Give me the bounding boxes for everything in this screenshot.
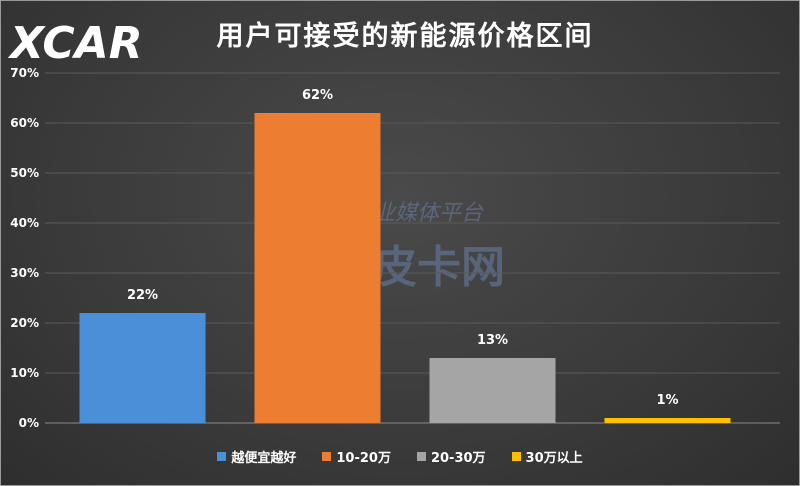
legend-swatch bbox=[322, 452, 332, 461]
bar-0 bbox=[79, 313, 206, 423]
legend-label: 越便宜越好 bbox=[231, 451, 297, 466]
legend-swatch bbox=[217, 452, 227, 461]
y-tick-label: 70% bbox=[10, 66, 39, 80]
y-tick-label: 60% bbox=[10, 116, 39, 130]
y-axis-ticks: 0% 10% 20% 30% 40% 50% 60% 70% bbox=[10, 66, 39, 430]
chart-title: 用户可接受的新能源价格区间 bbox=[216, 21, 594, 52]
legend-item-3: 30万以上 bbox=[511, 447, 583, 466]
logo-x: XCAR bbox=[8, 18, 143, 68]
y-tick-label: 20% bbox=[10, 316, 39, 330]
legend-swatch bbox=[511, 452, 521, 461]
data-label-2: 13% bbox=[477, 333, 508, 348]
data-label-0: 22% bbox=[127, 288, 158, 303]
legend-label: 20-30万 bbox=[430, 451, 486, 466]
bars bbox=[79, 113, 731, 423]
y-tick-label: 30% bbox=[10, 266, 39, 280]
data-label-3: 1% bbox=[656, 393, 678, 408]
data-labels: 22% 62% 13% 1% bbox=[127, 88, 679, 408]
bar-1 bbox=[254, 113, 381, 423]
xcar-logo: XCAR bbox=[8, 18, 143, 68]
legend-item-0: 越便宜越好 bbox=[217, 447, 296, 466]
y-tick-label: 10% bbox=[10, 366, 39, 380]
bar-3 bbox=[604, 418, 731, 423]
data-label-1: 62% bbox=[302, 88, 333, 103]
y-tick-label: 0% bbox=[19, 416, 39, 430]
y-tick-label: 40% bbox=[10, 216, 39, 230]
legend-item-1: 10-20万 bbox=[322, 447, 391, 466]
legend-label: 30万以上 bbox=[525, 451, 583, 466]
legend-label: 10-20万 bbox=[336, 451, 391, 466]
legend-swatch bbox=[416, 452, 426, 461]
y-tick-label: 50% bbox=[10, 166, 39, 180]
legend: 越便宜越好 10-20万 20-30万 30万以上 bbox=[0, 447, 800, 466]
bar-2 bbox=[429, 358, 556, 423]
legend-item-2: 20-30万 bbox=[416, 447, 486, 466]
